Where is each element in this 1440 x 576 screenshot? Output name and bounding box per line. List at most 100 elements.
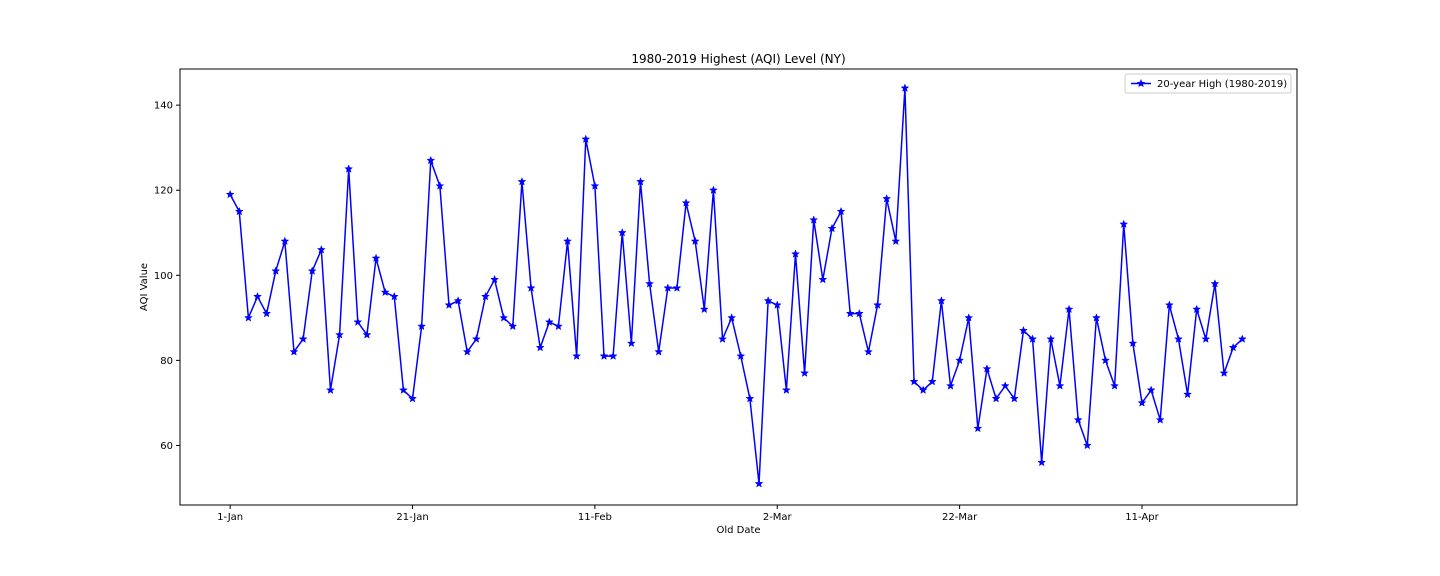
y-axis-label: AQI Value [139, 263, 150, 311]
data-point-star-marker [316, 245, 326, 254]
data-point-star-marker [243, 313, 253, 322]
data-point-star-marker [398, 385, 408, 394]
data-point-star-marker [517, 177, 527, 186]
data-point-star-marker [1028, 334, 1038, 343]
data-point-star-marker [253, 291, 262, 301]
data-point-star-marker [882, 194, 892, 203]
data-point-star-marker [1219, 368, 1229, 377]
data-point-star-marker [672, 283, 682, 292]
data-point-star-marker [1146, 385, 1156, 394]
data-point-star-marker [462, 347, 472, 356]
data-point-star-marker [1173, 334, 1183, 343]
data-point-star-marker [1046, 334, 1056, 343]
data-point-star-marker [626, 338, 636, 348]
data-point-star-marker [754, 479, 764, 488]
data-point-star-marker [1064, 304, 1074, 314]
data-point-star-marker [745, 393, 755, 403]
data-point-star-marker [991, 393, 1001, 403]
data-point-star-marker [1128, 338, 1138, 348]
data-point-star-marker [946, 381, 955, 390]
data-point-star-marker [480, 291, 490, 301]
data-point-star-marker [818, 274, 828, 284]
data-point-star-marker [1082, 440, 1092, 450]
data-point-star-marker [699, 304, 709, 314]
data-point-star-marker [654, 347, 664, 356]
data-point-star-marker [827, 223, 837, 233]
data-point-star-marker [490, 274, 500, 284]
data-point-star-marker [553, 321, 563, 331]
legend-box [1124, 73, 1292, 94]
data-point-star-marker [800, 368, 810, 377]
data-point-star-marker [280, 236, 290, 246]
data-point-star-marker [1000, 381, 1010, 390]
x-tick-label: 22-Mar [942, 512, 978, 523]
data-point-star-marker [918, 385, 928, 394]
x-tick-label: 11-Feb [578, 512, 612, 523]
data-point-star-marker [845, 308, 855, 318]
y-tick-label: 120 [154, 186, 173, 197]
data-point-star-marker [1183, 389, 1193, 399]
data-point-star-marker [426, 155, 436, 165]
data-point-star-marker [599, 351, 609, 360]
data-point-star-marker [1137, 398, 1147, 407]
plot-frame [179, 68, 1298, 506]
data-point-star-marker [581, 134, 591, 143]
data-point-star-marker [836, 206, 846, 216]
data-point-star-marker [371, 253, 381, 263]
data-point-star-marker [335, 330, 345, 339]
chart-title: 1980-2019 Highest (AQI) Level (NY) [631, 52, 845, 66]
data-point-star-marker [1018, 325, 1028, 335]
x-tick-label: 2-Mar [763, 512, 793, 523]
data-point-star-marker [1119, 219, 1129, 229]
data-point-star-marker [225, 189, 235, 199]
data-point-star-marker [973, 423, 983, 433]
x-tick-label: 11-Apr [1125, 512, 1159, 523]
data-point-star-marker [608, 351, 618, 360]
data-point-star-marker [262, 308, 272, 318]
data-point-star-marker [982, 364, 992, 373]
data-point-star-marker [380, 287, 390, 297]
data-point-star-marker [900, 83, 910, 92]
data-point-star-marker [809, 215, 819, 224]
data-point-star-marker [772, 300, 782, 309]
data-point-star-marker [909, 376, 919, 386]
data-point-star-marker [763, 296, 773, 305]
data-point-star-marker [1009, 393, 1019, 403]
data-point-star-marker [325, 385, 335, 394]
data-point-star-marker [572, 351, 582, 360]
data-point-star-marker [526, 283, 536, 292]
data-point-star-marker [471, 334, 481, 343]
plot-area [225, 83, 1247, 488]
data-point-star-marker [927, 376, 937, 386]
data-point-star-marker [417, 321, 427, 331]
data-point-star-marker [645, 279, 655, 288]
data-point-star-marker [499, 313, 509, 322]
data-point-star-marker [663, 283, 673, 292]
data-point-star-marker [1201, 334, 1211, 343]
x-tick-label: 21-Jan [396, 512, 428, 523]
data-point-star-marker [389, 291, 399, 301]
legend-entry-label: 20-year High (1980-2019) [1157, 79, 1287, 90]
data-point-star-marker [234, 206, 244, 216]
data-point-star-marker [964, 313, 974, 322]
legend-marker-star-icon [1136, 78, 1146, 88]
data-point-star-marker [307, 266, 317, 275]
x-axis-ticks: 1-Jan 21-Jan 11-Feb 2-Mar 22-Mar 11-Apr [217, 505, 1160, 523]
data-point-star-marker [1101, 355, 1110, 365]
data-point-star-marker [1164, 300, 1174, 309]
data-point-star-marker [344, 164, 354, 173]
data-point-star-marker [1192, 304, 1202, 314]
data-point-star-marker [681, 198, 691, 207]
data-point-star-marker [873, 300, 883, 309]
data-point-star-marker [590, 181, 600, 190]
x-axis-label: Old Date [716, 525, 760, 536]
data-point-star-marker [544, 317, 554, 326]
data-point-star-marker [1055, 381, 1065, 390]
data-point-star-marker [298, 334, 308, 343]
data-point-star-marker [1091, 313, 1101, 322]
data-point-star-marker [791, 249, 800, 258]
y-tick-label: 100 [154, 271, 173, 282]
data-point-star-marker [936, 296, 946, 305]
y-tick-label: 80 [160, 356, 173, 367]
